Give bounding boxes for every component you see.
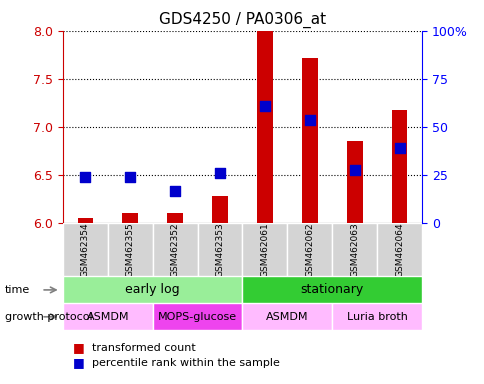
Text: GSM462063: GSM462063	[349, 222, 359, 277]
Text: ■: ■	[73, 341, 84, 354]
Text: ASMDM: ASMDM	[87, 312, 129, 322]
Bar	[332, 303, 421, 330]
Bar	[346, 141, 362, 223]
Title: GDS4250 / PA0306_at: GDS4250 / PA0306_at	[159, 12, 325, 28]
Text: growth protocol: growth protocol	[5, 312, 92, 322]
Bar	[242, 276, 421, 303]
Point	[350, 167, 358, 173]
Text: early log: early log	[125, 283, 180, 296]
Text: percentile rank within the sample: percentile rank within the sample	[92, 358, 279, 368]
Bar	[302, 58, 317, 223]
Point	[171, 188, 179, 194]
Bar	[63, 223, 107, 276]
Bar	[332, 223, 376, 276]
Bar	[152, 303, 242, 330]
Point	[305, 117, 313, 123]
Bar	[77, 218, 93, 223]
Text: Luria broth: Luria broth	[346, 312, 407, 322]
Bar	[122, 213, 138, 223]
Text: GSM462355: GSM462355	[125, 222, 135, 277]
Bar	[391, 111, 407, 223]
Bar	[167, 213, 182, 223]
Point	[216, 170, 224, 176]
Text: ASMDM: ASMDM	[266, 312, 308, 322]
Point	[126, 174, 134, 180]
Text: GSM462354: GSM462354	[81, 222, 90, 277]
Text: time: time	[5, 285, 30, 295]
Bar	[107, 223, 152, 276]
Bar	[257, 31, 272, 223]
Text: MOPS-glucose: MOPS-glucose	[158, 312, 237, 322]
Bar	[63, 303, 152, 330]
Bar	[242, 223, 287, 276]
Bar	[376, 223, 421, 276]
Text: GSM462064: GSM462064	[394, 222, 403, 277]
Text: GSM462061: GSM462061	[260, 222, 269, 277]
Text: stationary: stationary	[300, 283, 363, 296]
Bar	[287, 223, 332, 276]
Point	[81, 174, 89, 180]
Text: GSM462352: GSM462352	[170, 222, 180, 277]
Bar	[242, 303, 332, 330]
Point	[260, 103, 268, 109]
Bar	[197, 223, 242, 276]
Text: GSM462062: GSM462062	[304, 222, 314, 277]
Text: GSM462353: GSM462353	[215, 222, 224, 277]
Bar	[212, 196, 227, 223]
Point	[395, 145, 403, 151]
Text: transformed count: transformed count	[92, 343, 196, 353]
Bar	[63, 276, 242, 303]
Bar	[152, 223, 197, 276]
Text: ■: ■	[73, 356, 84, 369]
